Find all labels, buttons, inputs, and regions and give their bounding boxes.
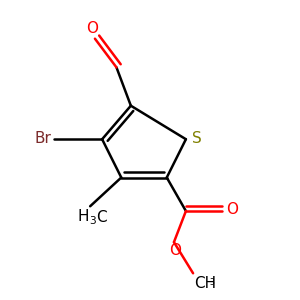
Text: O: O (226, 202, 238, 217)
Text: $_3$C: $_3$C (89, 208, 108, 227)
Text: $_3$: $_3$ (208, 277, 215, 289)
Text: S: S (192, 130, 202, 146)
Text: CH: CH (194, 276, 216, 291)
Text: Br: Br (35, 130, 52, 146)
Text: H: H (77, 208, 89, 224)
Text: O: O (86, 21, 98, 36)
Text: O: O (169, 243, 181, 258)
